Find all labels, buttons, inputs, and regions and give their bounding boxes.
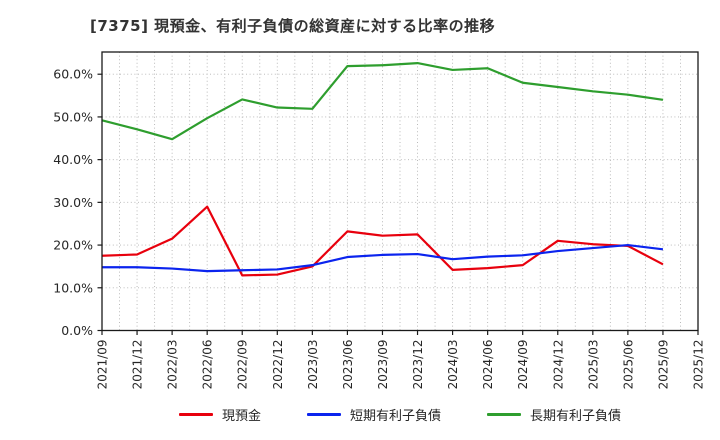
x-tick-label: 2024/06: [481, 340, 495, 390]
cash-line: [101, 205, 664, 277]
cash-line-swatch-icon: [178, 412, 213, 416]
x-tick-label: 2021/12: [131, 340, 145, 390]
y-tick-label: 0.0%: [61, 323, 93, 338]
chart-legend: 現預金 短期有利子負債 長期有利子負債: [102, 401, 698, 427]
x-tick-label: 2023/03: [306, 340, 320, 390]
x-tick-label: 2022/03: [166, 340, 180, 390]
x-tick-label: 2022/12: [271, 340, 285, 390]
legend-item-short-term-debt: 短期有利子負債: [306, 405, 441, 424]
legend-label-cash: 現預金: [221, 408, 261, 424]
y-tick-label: 50.0%: [53, 109, 93, 124]
y-tick-label: 20.0%: [53, 238, 93, 253]
y-tick-label: 40.0%: [53, 152, 93, 167]
x-tick-label: 2023/09: [376, 340, 390, 390]
short-term-debt-line-swatch-icon: [306, 412, 341, 416]
legend-label-short-term-debt: 短期有利子負債: [349, 408, 441, 424]
x-tick-label: 2022/09: [236, 340, 250, 390]
x-tick-label: 2023/12: [411, 340, 425, 390]
legend-item-long-term-debt: 長期有利子負債: [487, 405, 621, 424]
y-tick-label: 10.0%: [53, 280, 93, 295]
x-tick-label: 2025/09: [656, 340, 670, 390]
x-tick-label: 2025/06: [621, 340, 635, 390]
x-tick-label: 2025/03: [586, 340, 600, 390]
long-term-debt-line-swatch-icon: [487, 412, 521, 416]
x-tick-label: 2024/09: [516, 340, 530, 390]
y-tick-label: 60.0%: [53, 67, 93, 82]
x-tick-label: 2022/06: [201, 340, 215, 390]
plot-border: [101, 51, 699, 332]
x-tick-label: 2025/12: [692, 340, 706, 390]
x-tick-label: 2024/03: [446, 340, 460, 390]
long-term-debt-line: [101, 62, 664, 141]
x-tick-label: 2024/12: [551, 340, 565, 390]
y-tick-label: 30.0%: [53, 195, 93, 210]
legend-item-cash: 現預金: [178, 405, 261, 424]
short-term-debt-line: [102, 243, 664, 273]
x-tick-label: 2021/09: [96, 340, 110, 390]
x-tick-label: 2023/06: [341, 340, 355, 390]
legend-label-long-term-debt: 長期有利子負債: [530, 408, 622, 424]
chart-title: [7375] 現預金、有利子負債の総資産に対する比率の推移: [90, 17, 496, 35]
